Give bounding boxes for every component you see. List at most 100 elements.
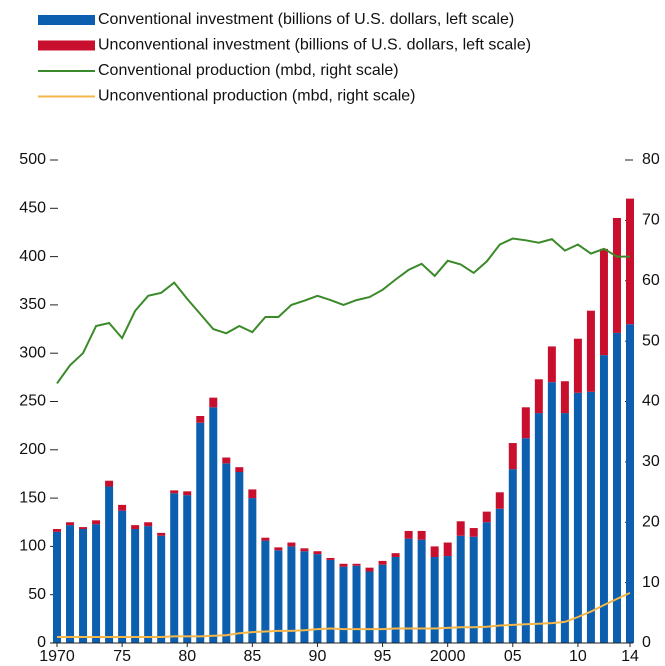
bar — [339, 566, 348, 643]
bar — [352, 563, 361, 566]
y-tick-label: 100 — [19, 538, 46, 555]
bar — [144, 522, 153, 527]
legend-swatch — [38, 15, 95, 25]
bar — [443, 542, 452, 557]
bar — [352, 565, 361, 643]
bar — [261, 540, 270, 643]
bar — [482, 511, 491, 523]
bar — [599, 355, 608, 643]
bar — [469, 528, 478, 537]
bar — [53, 531, 61, 643]
bar — [118, 510, 127, 643]
y2-tick-label: 80 — [642, 151, 660, 168]
bar — [118, 504, 127, 511]
bar — [339, 563, 348, 567]
bar — [547, 382, 556, 643]
x-tick-label: 1970 — [39, 648, 75, 665]
bar — [287, 542, 296, 547]
bar — [573, 392, 582, 643]
bar — [508, 443, 517, 470]
bar — [586, 391, 595, 643]
y2-tick-label: 50 — [642, 332, 660, 349]
x-tick-label: 85 — [243, 648, 261, 665]
bar — [170, 493, 179, 643]
bar — [430, 546, 439, 558]
bar — [92, 520, 101, 525]
bar — [599, 248, 608, 356]
bar — [313, 554, 322, 643]
bar — [495, 508, 504, 643]
bar — [248, 489, 257, 499]
bar — [417, 530, 426, 540]
bar — [287, 546, 296, 643]
bar — [365, 571, 374, 643]
legend-swatch — [38, 40, 95, 51]
bar — [508, 469, 517, 643]
bar — [378, 560, 387, 565]
bar — [378, 564, 387, 643]
legend-label: Conventional production (mbd, right scal… — [98, 62, 399, 79]
bar — [274, 550, 283, 643]
bar — [261, 537, 270, 541]
bar — [222, 457, 231, 464]
bar — [547, 346, 556, 383]
bar — [495, 492, 504, 509]
bar — [300, 551, 309, 643]
y2-tick-label: 10 — [642, 574, 660, 591]
bar — [144, 526, 153, 643]
bar — [365, 567, 374, 572]
bar — [404, 538, 413, 643]
bar — [626, 198, 634, 325]
bar — [170, 490, 179, 494]
x-tick-label: 80 — [178, 648, 196, 665]
bar — [53, 529, 61, 532]
bar — [626, 324, 634, 643]
bar — [521, 438, 530, 643]
bar — [391, 553, 400, 558]
bar — [560, 413, 569, 643]
bar — [326, 559, 335, 643]
y2-tick-label: 0 — [642, 634, 651, 651]
bar — [391, 557, 400, 643]
y-tick-label: 300 — [19, 344, 46, 361]
bar — [430, 557, 439, 643]
bar — [157, 532, 166, 536]
bar — [183, 491, 192, 496]
y-tick-label: 200 — [19, 441, 46, 458]
bar — [417, 539, 426, 643]
x-tick-label: 14 — [621, 648, 639, 665]
bar — [534, 379, 543, 414]
bar — [209, 397, 218, 408]
bar — [586, 310, 595, 392]
y-tick-label: 350 — [19, 296, 46, 313]
bar — [92, 524, 101, 643]
bar — [300, 548, 309, 552]
bar — [235, 472, 244, 643]
y2-tick-label: 70 — [642, 212, 660, 229]
legend-label: Unconventional investment (billions of U… — [98, 37, 531, 54]
bar — [612, 217, 621, 333]
y-tick-label: 450 — [19, 200, 46, 217]
bar — [79, 527, 88, 530]
legend-label: Conventional investment (billions of U.S… — [98, 11, 514, 28]
y2-tick-label: 40 — [642, 393, 660, 410]
bar — [534, 413, 543, 643]
bar — [274, 547, 283, 551]
bar — [443, 556, 452, 643]
y-tick-label: 150 — [19, 489, 46, 506]
bar — [196, 422, 205, 643]
y-tick-label: 0 — [37, 634, 46, 651]
y-tick-label: 400 — [19, 248, 46, 265]
bar — [469, 536, 478, 643]
bar — [235, 467, 244, 473]
x-tick-label: 10 — [569, 648, 587, 665]
bar — [196, 415, 205, 423]
bar — [183, 495, 192, 643]
bar — [404, 530, 413, 539]
bar — [482, 522, 491, 643]
x-tick-label: 05 — [504, 648, 522, 665]
bar — [79, 529, 88, 643]
bar — [612, 332, 621, 643]
line — [57, 591, 631, 638]
x-tick-label: 90 — [309, 648, 327, 665]
